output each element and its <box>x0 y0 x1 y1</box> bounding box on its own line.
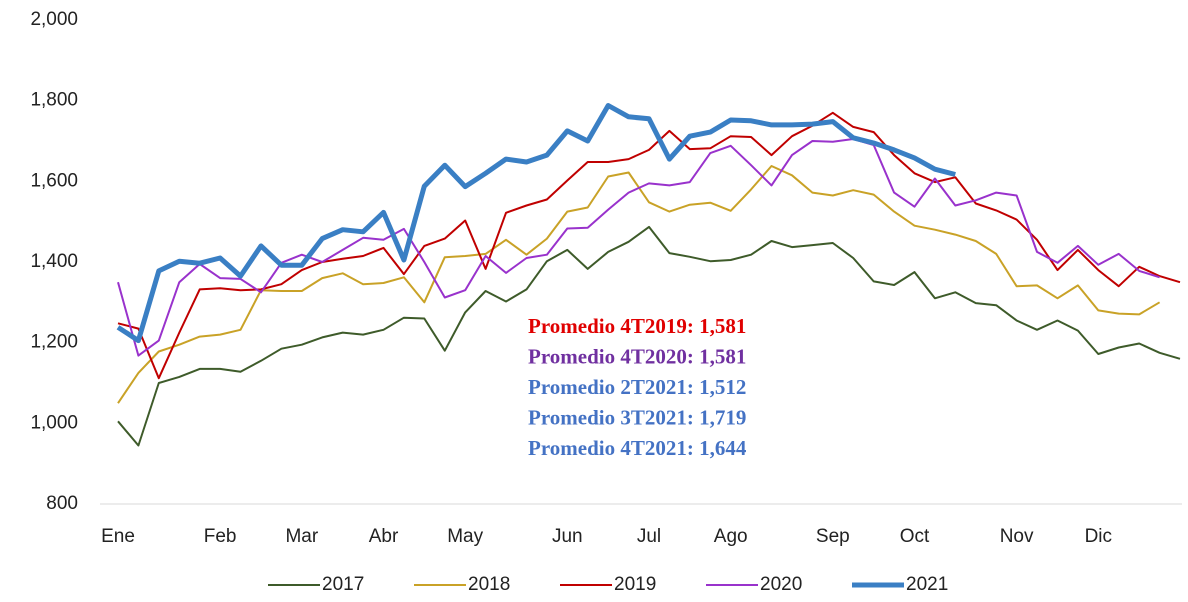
x-tick-label: Sep <box>816 526 850 547</box>
x-tick-label: May <box>447 526 483 547</box>
series-line <box>117 111 1181 380</box>
legend-label: 2020 <box>760 574 802 595</box>
x-tick-label: Ago <box>714 526 748 547</box>
legend-label: 2019 <box>614 574 656 595</box>
annotation: Promedio 4T2019: 1,581 <box>528 314 746 338</box>
legend-label: 2018 <box>468 574 510 595</box>
x-tick-label: Oct <box>900 526 930 547</box>
y-tick-label: 1,800 <box>30 90 78 111</box>
x-tick-label: Abr <box>369 526 399 547</box>
legend-label: 2021 <box>906 574 948 595</box>
series-line <box>117 138 1160 357</box>
annotation: Promedio 4T2020: 1,581 <box>528 344 746 368</box>
y-tick-label: 1,200 <box>30 332 78 353</box>
x-tick-label: Ene <box>101 526 135 547</box>
series-line <box>116 103 956 344</box>
annotation: Promedio 4T2021: 1,644 <box>528 436 747 460</box>
x-tick-label: Jun <box>552 526 583 547</box>
series-line <box>117 225 1181 447</box>
y-tick-label: 800 <box>46 493 78 514</box>
annotation: Promedio 3T2021: 1,719 <box>528 405 746 429</box>
y-tick-label: 1,600 <box>30 170 78 191</box>
annotation: Promedio 2T2021: 1,512 <box>528 375 746 399</box>
x-tick-label: Mar <box>285 526 318 547</box>
x-tick-label: Jul <box>637 526 661 547</box>
x-tick-label: Feb <box>204 526 237 547</box>
y-tick-label: 2,000 <box>30 9 78 30</box>
x-tick-label: Nov <box>1000 526 1034 547</box>
legend-label: 2017 <box>322 574 364 595</box>
y-tick-label: 1,000 <box>30 412 78 433</box>
x-tick-label: Dic <box>1085 526 1112 547</box>
y-tick-label: 1,400 <box>30 251 78 272</box>
